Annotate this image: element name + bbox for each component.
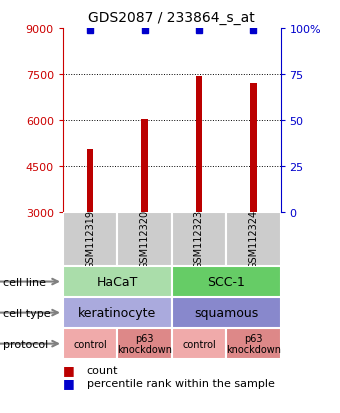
Bar	[63, 297, 172, 328]
Bar	[117, 328, 172, 359]
Bar	[63, 266, 172, 297]
Bar	[172, 266, 280, 297]
Text: p63
knockdown: p63 knockdown	[226, 333, 281, 355]
Text: HaCaT: HaCaT	[97, 275, 138, 288]
Text: protocol: protocol	[3, 339, 49, 349]
Text: GSM112319: GSM112319	[85, 209, 95, 268]
Bar	[117, 213, 172, 266]
Text: count: count	[87, 365, 118, 375]
Bar	[250, 84, 257, 213]
Text: cell type: cell type	[3, 308, 51, 318]
Text: squamous: squamous	[194, 306, 258, 319]
Bar	[87, 150, 94, 213]
Text: control: control	[73, 339, 107, 349]
Text: SCC-1: SCC-1	[207, 275, 245, 288]
Bar	[63, 328, 117, 359]
Text: GSM112320: GSM112320	[139, 209, 150, 268]
Text: keratinocyte: keratinocyte	[78, 306, 156, 319]
Title: GDS2087 / 233864_s_at: GDS2087 / 233864_s_at	[88, 11, 255, 25]
Text: ■: ■	[63, 376, 75, 389]
Bar	[172, 328, 226, 359]
Bar	[63, 213, 117, 266]
Bar	[172, 297, 280, 328]
Text: GSM112323: GSM112323	[194, 209, 204, 268]
Text: cell line: cell line	[3, 277, 46, 287]
Text: p63
knockdown: p63 knockdown	[117, 333, 172, 355]
Bar	[172, 213, 226, 266]
Bar	[226, 328, 280, 359]
Text: percentile rank within the sample: percentile rank within the sample	[87, 378, 275, 388]
Bar	[195, 76, 202, 213]
Bar	[226, 213, 280, 266]
Text: GSM112324: GSM112324	[248, 209, 258, 268]
Text: control: control	[182, 339, 216, 349]
Text: ■: ■	[63, 363, 75, 376]
Bar	[141, 119, 148, 213]
